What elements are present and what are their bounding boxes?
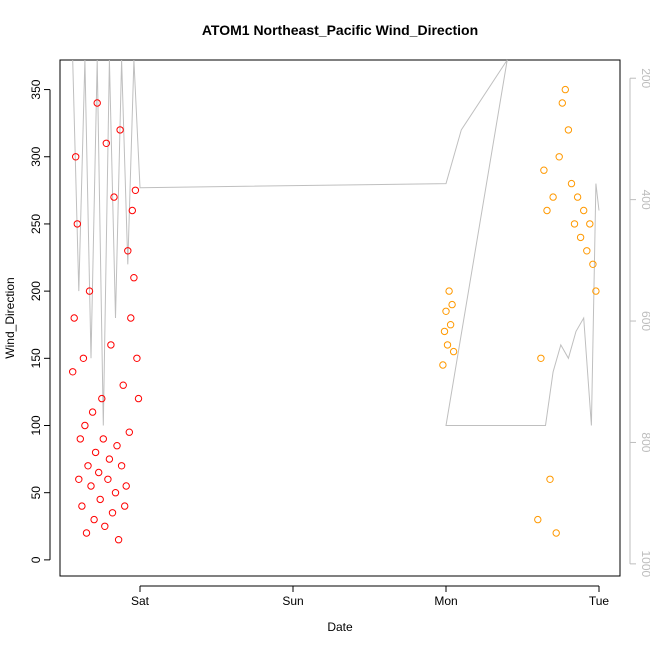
data-point [116,126,124,134]
y2-tick-label: 200 [639,68,650,88]
data-point [75,475,83,483]
x-tick-label: Mon [434,594,457,608]
y-tick-label: 300 [29,146,43,166]
y-tick-label: 150 [29,348,43,368]
y-tick-label: 200 [29,281,43,301]
data-point [88,408,97,416]
data-point [534,515,542,524]
data-point [449,347,458,356]
data-point [564,126,573,134]
data-point [98,394,106,403]
data-point [567,179,576,188]
data-point [107,341,115,349]
scatter-series-1 [439,85,600,537]
data-point [549,193,557,201]
data-point [91,448,100,457]
data-point [561,85,569,94]
data-point [95,468,103,477]
data-point [555,153,563,161]
data-point [445,287,453,295]
data-point [586,220,594,228]
y2-tick-label: 400 [639,190,650,210]
y-tick-label: 0 [29,556,43,563]
data-point [558,99,566,107]
data-point [130,274,138,282]
x-tick-label: Sun [282,594,303,608]
y-tick-label: 350 [29,79,43,99]
data-point [99,435,108,443]
data-point [133,354,141,362]
data-point [101,522,109,530]
plot-frame [59,59,621,577]
data-point [119,381,127,389]
data-point [87,482,95,490]
data-point [570,220,579,228]
data-point [78,502,86,510]
y-axis-title: Wind_Direction [3,277,17,358]
data-point [85,287,94,295]
data-point [70,314,78,322]
data-point [440,327,449,336]
data-point [113,442,121,450]
data-point [81,421,89,430]
data-point [537,354,545,362]
y-tick-label: 250 [29,214,43,234]
data-point [76,435,85,443]
data-point [443,341,452,349]
data-point [576,233,585,242]
data-point [122,482,130,490]
data-point [111,489,120,497]
data-point [114,536,123,544]
data-point [127,314,135,322]
chart-title: ATOM1 Northeast_Pacific Wind_Direction [202,22,478,38]
data-point [79,354,88,362]
y2-tick-label: 1000 [639,551,650,578]
data-point [540,166,548,174]
y-tick-label: 100 [29,415,43,435]
data-point [117,462,126,470]
data-point [121,502,129,510]
data-point [439,361,447,369]
data-point [96,495,104,504]
data-point [72,153,80,161]
y2-tick-label: 800 [639,432,650,452]
data-point [448,300,456,309]
y-tick-label: 50 [29,486,43,500]
data-point [128,206,137,215]
data-point [82,529,91,537]
data-point [105,455,114,463]
data-point [442,307,450,315]
data-point [90,515,98,524]
axes-layer: 0 50 100 150 200 250 300 350 Sat Sun Mon Tue 200 400 6… [29,68,650,608]
data-point [583,247,591,255]
data-point [580,206,588,215]
data-point [73,220,82,228]
scatter-series-0 [69,99,143,544]
x-tick-label: Tue [589,594,610,608]
data-point [110,193,118,201]
data-point [108,509,117,517]
data-point [589,260,597,268]
y2-tick-label: 600 [639,311,650,331]
data-point [552,529,560,537]
data-point [104,475,112,483]
data-point [546,475,554,483]
data-point [69,368,77,376]
series-layer [69,59,600,544]
data-point [543,206,551,215]
data-point [446,321,455,329]
data-point [592,287,600,295]
x-axis-title: Date [327,620,353,634]
data-point [134,394,143,403]
grey-line-series [72,59,600,426]
data-point [573,193,582,201]
data-point [102,139,111,148]
data-point [84,462,92,470]
data-point [125,428,134,436]
data-point [124,247,132,255]
data-point [131,186,140,195]
data-point [93,99,101,107]
x-tick-label: Sat [131,594,150,608]
